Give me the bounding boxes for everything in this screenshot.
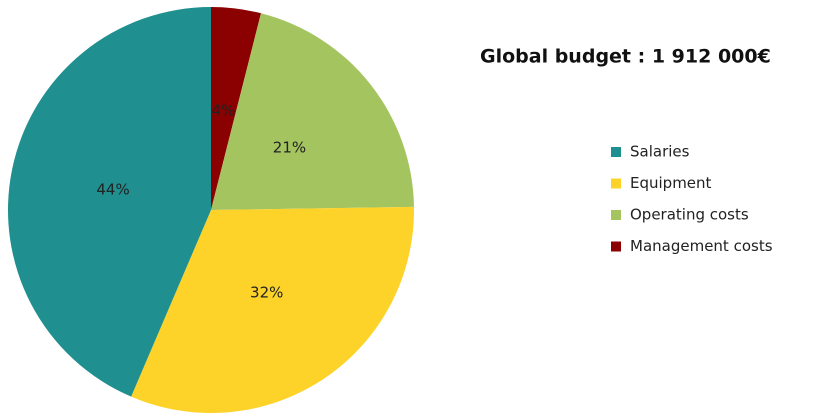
legend-swatch xyxy=(611,241,621,252)
data-label: 32% xyxy=(250,284,283,302)
data-label: 4% xyxy=(212,101,236,119)
data-label: 21% xyxy=(273,138,306,156)
legend-label: Management costs xyxy=(630,237,773,255)
chart-title: Global budget : 1 912 000€ xyxy=(480,46,771,68)
legend-swatch xyxy=(611,210,621,220)
pie-slice xyxy=(8,7,211,397)
pie-slice xyxy=(131,206,414,413)
data-label: 44% xyxy=(96,180,129,198)
legend-label: Operating costs xyxy=(630,206,749,224)
pie-slice xyxy=(211,13,414,210)
legend-label: Equipment xyxy=(630,174,712,192)
legend-swatch xyxy=(611,147,621,157)
legend-label: Salaries xyxy=(630,143,690,161)
pie-slice xyxy=(211,7,261,210)
legend-swatch xyxy=(611,178,621,189)
